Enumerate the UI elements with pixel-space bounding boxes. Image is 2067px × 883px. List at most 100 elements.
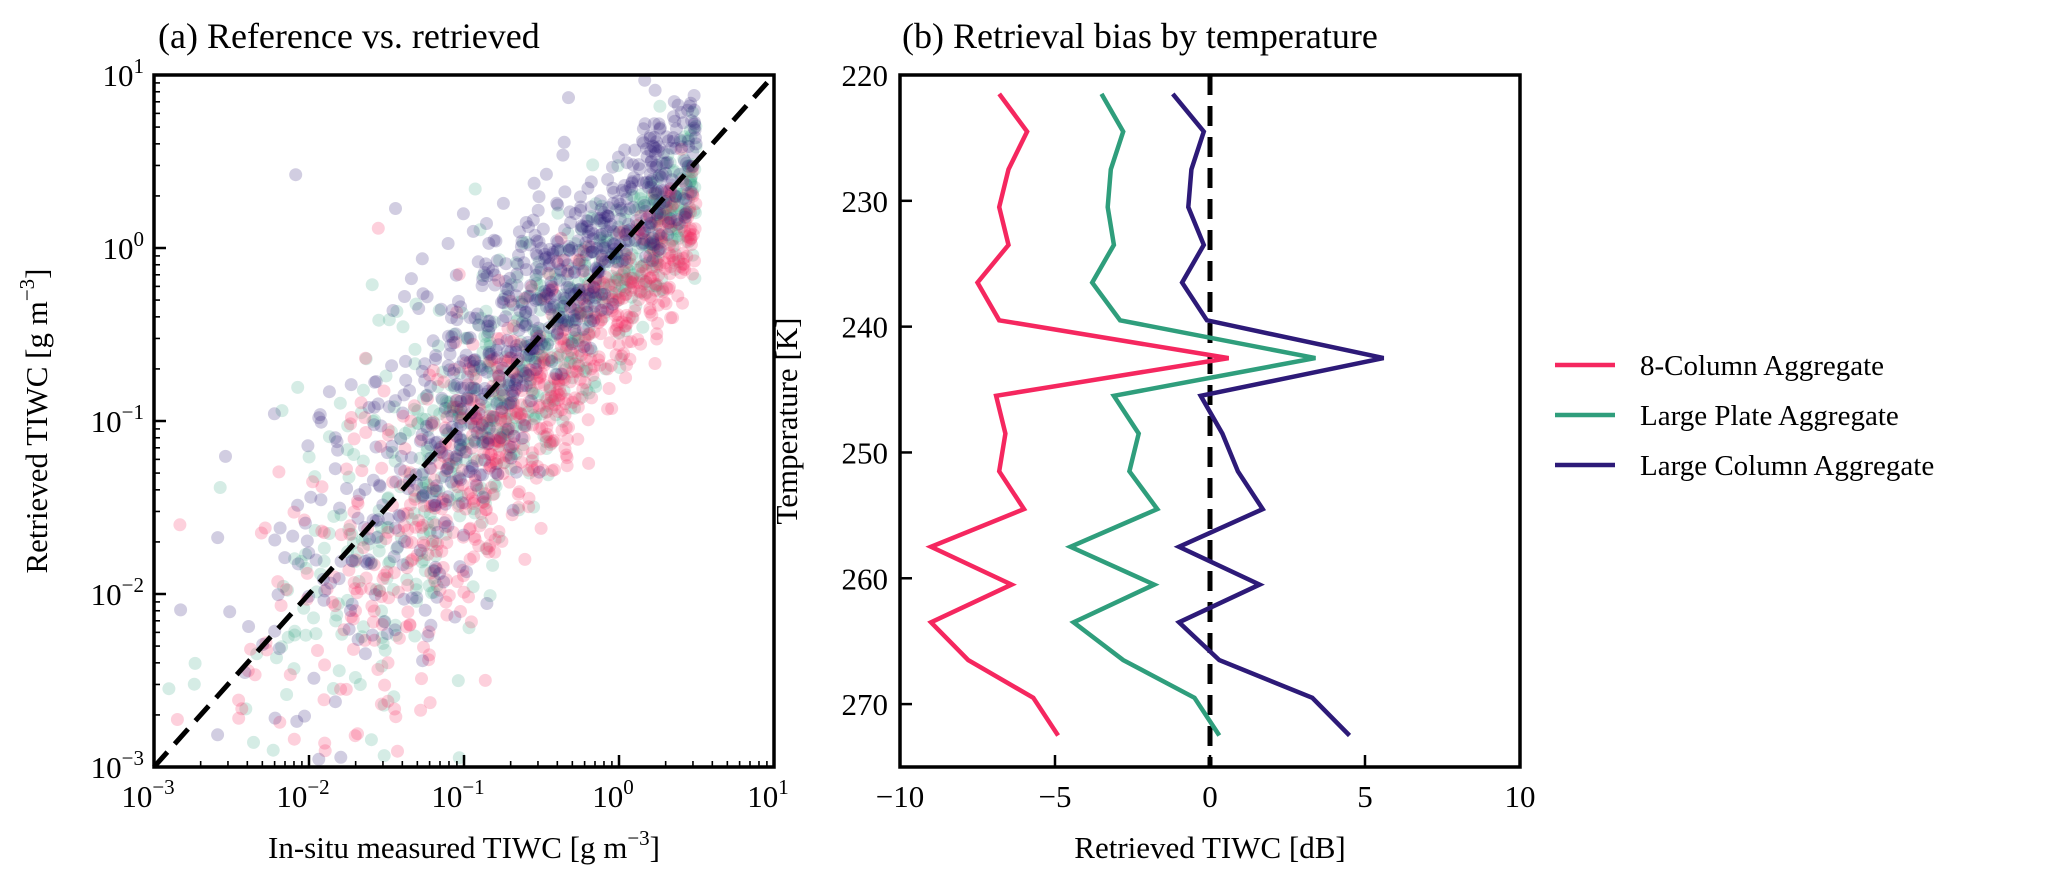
scatter-point [657,294,671,308]
scatter-point [536,222,550,236]
scatter-point [454,381,468,395]
scatter-point [375,604,388,618]
scatter-point [688,271,702,285]
scatter-point [454,394,468,408]
scatter-point [521,289,535,303]
scatter-point [657,183,671,197]
scatter-point [618,185,632,199]
scatter-point [408,342,422,356]
scatter-point [527,412,541,426]
scatter-point [532,348,546,362]
scatter-point [456,478,470,492]
scatter-point [346,554,360,568]
scatter-point [540,427,554,441]
scatter-point [483,349,497,363]
scatter-point [596,239,610,253]
scatter-point [679,213,693,227]
scatter-point [518,552,532,566]
scatter-point [625,248,639,262]
scatter-point [658,256,672,270]
scatter-point [546,300,560,314]
scatter-point [681,159,695,173]
scatter-point [433,445,447,459]
scatter-point [498,414,512,428]
scatter-point [467,419,481,433]
scatter-point [379,532,393,546]
scatter-point [575,348,589,362]
scatter-point [492,530,506,544]
scatter-point [616,291,630,305]
scatter-point [397,519,411,533]
scatter-point [632,276,645,290]
scatter-point [396,320,410,334]
scatter-point [388,702,402,716]
scatter-point [515,234,529,248]
scatter-point [480,217,493,230]
scatter-point [444,395,457,409]
scatter-point [626,268,640,282]
scatter-point [408,357,422,371]
scatter-point [619,319,633,333]
scatter-point [664,260,678,274]
scatter-point [414,520,428,534]
scatter-point [375,618,389,631]
scatter-point [426,415,440,429]
scatter-point [678,224,692,238]
scatter-point [466,428,479,442]
scatter-point [318,736,332,750]
scatter-point [381,656,395,670]
scatter-point [584,352,598,366]
scatter-point [476,435,490,449]
scatter-point [433,456,447,470]
scatter-point [444,465,458,479]
scatter-point [468,506,482,520]
scatter-point [401,506,415,520]
scatter-point [484,403,498,417]
scatter-point [615,254,629,268]
scatter-point [546,281,560,294]
scatter-point [661,148,675,162]
scatter-point [477,266,491,280]
scatter-point [518,291,532,305]
scatter-point [248,668,262,682]
scatter-point [571,234,585,248]
scatter-point [235,702,249,716]
tick-exponent: 0 [134,227,145,251]
scatter-point [358,647,372,661]
scatter-point [510,465,523,479]
scatter-point [487,427,500,441]
scatter-point [536,463,550,477]
scatter-point [475,453,489,467]
scatter-point [514,398,528,412]
scatter-point [283,668,297,682]
scatter-point [475,428,489,442]
scatter-point [625,182,639,196]
scatter-point [604,359,618,372]
scatter-point [480,431,494,445]
scatter-point [558,253,571,267]
scatter-point [626,271,640,285]
scatter-point [620,358,633,372]
scatter-point [567,313,581,327]
scatter-point [351,633,365,646]
scatter-point [655,271,669,285]
scatter-point [481,437,494,451]
scatter-point [439,394,453,408]
scatter-point [557,384,571,398]
scatter-point [576,382,590,396]
scatter-point [477,495,491,508]
scatter-point [368,375,382,389]
scatter-point [637,136,650,150]
scatter-point [396,409,410,423]
scatter-point [600,362,614,376]
scatter-point [364,557,378,570]
scatter-point [410,548,424,562]
scatter-point [492,525,506,538]
scatter-point [398,442,412,456]
scatter-point [683,201,697,215]
tick-exponent: −2 [122,573,144,597]
scatter-point [585,290,599,304]
scatter-point [551,257,565,271]
scatter-point [557,135,571,149]
